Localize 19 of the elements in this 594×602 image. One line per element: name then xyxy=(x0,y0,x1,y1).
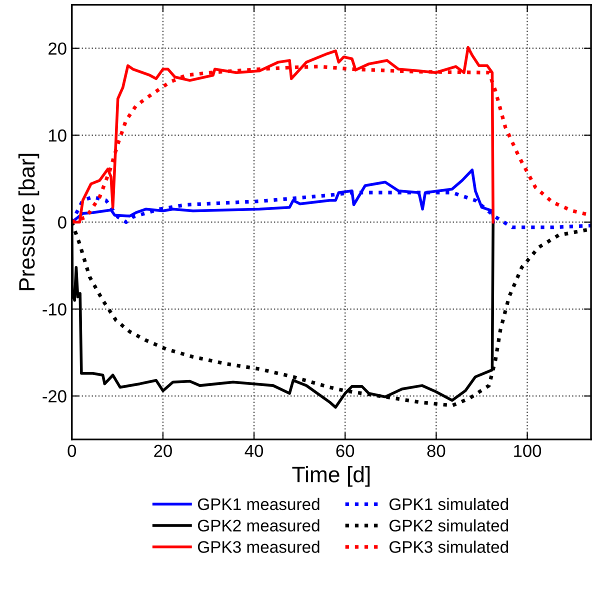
legend-label: GPK2 measured xyxy=(198,519,320,532)
y-tick-label: 20 xyxy=(48,42,66,55)
x-tick-label: 60 xyxy=(336,444,354,458)
y-axis-title: Pressure [bar] xyxy=(18,154,40,290)
legend-label: GPK1 measured xyxy=(198,498,320,510)
legend-label: GPK1 simulated xyxy=(390,498,508,510)
x-axis-title: Time [d] xyxy=(292,466,370,487)
x-tick-label: 0 xyxy=(68,444,76,458)
y-tick-label: -20 xyxy=(42,390,66,402)
x-tick-label: 80 xyxy=(427,444,446,458)
x-tick-label: 100 xyxy=(514,444,542,458)
y-tick-label: 10 xyxy=(49,129,66,142)
y-tick-label: 0 xyxy=(58,216,66,229)
x-tick-label: 40 xyxy=(244,444,264,458)
legend-label: GPK3 simulated xyxy=(390,540,508,553)
x-tick-label: 20 xyxy=(154,444,172,458)
legend-label: GPK2 simulated xyxy=(390,519,508,532)
legend-label: GPK3 measured xyxy=(198,540,320,553)
y-tick-label: -10 xyxy=(42,303,66,316)
